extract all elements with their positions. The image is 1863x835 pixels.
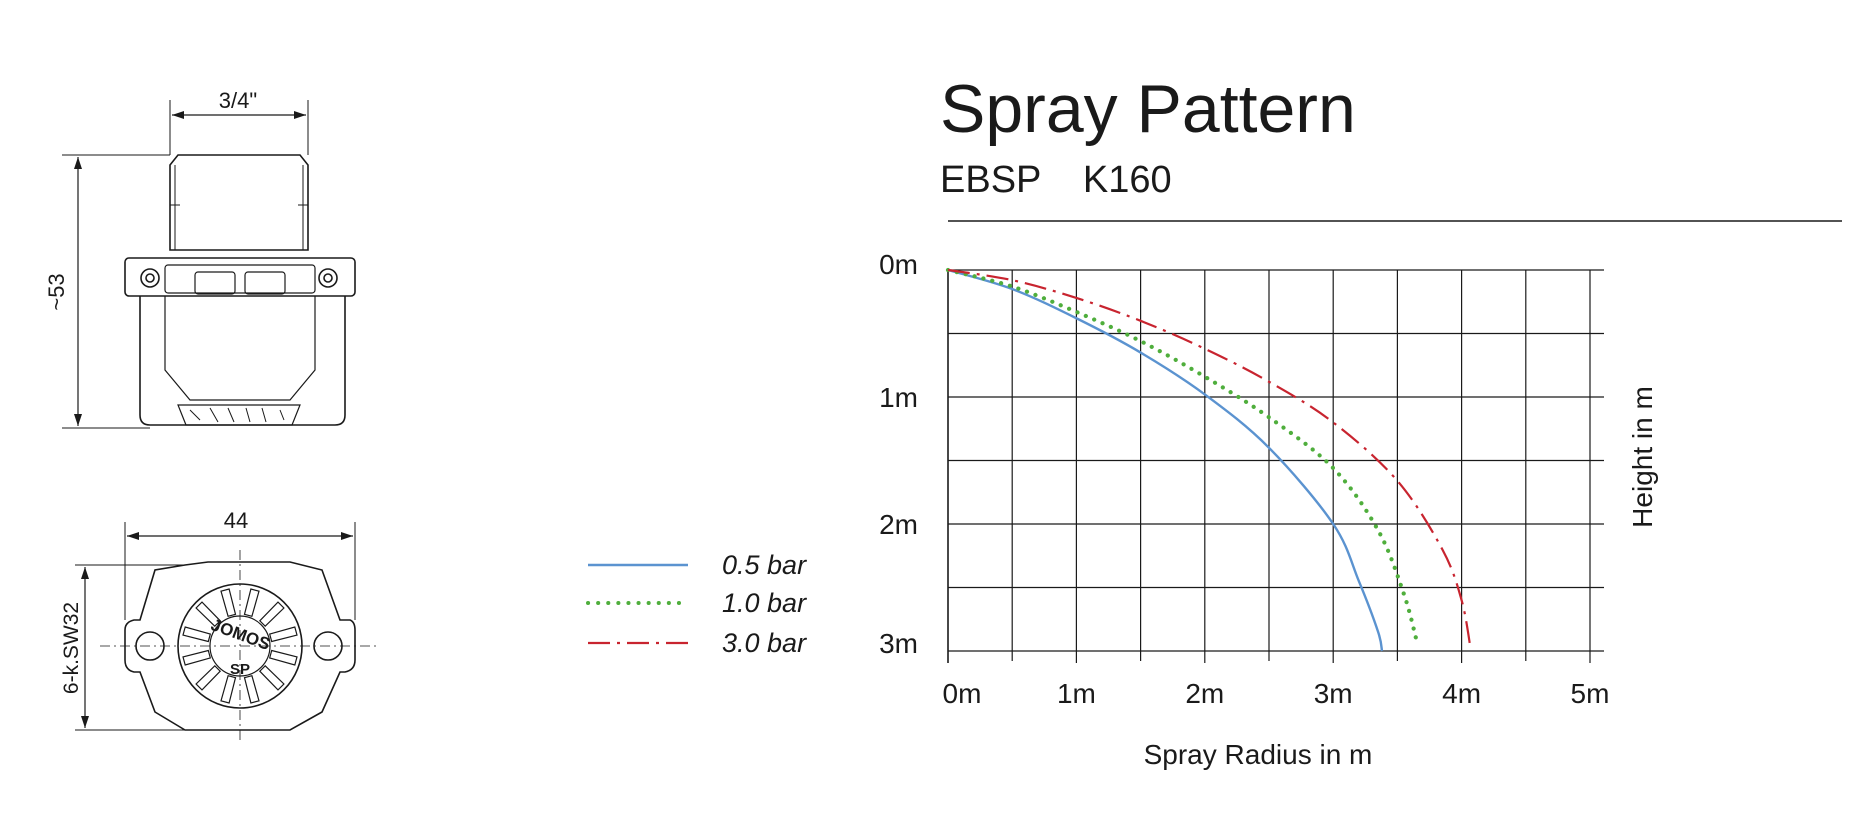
dimension-width-label: 44 bbox=[224, 508, 248, 533]
chart-series bbox=[945, 267, 1472, 652]
deflector-spoke bbox=[220, 588, 237, 618]
deflector-spoke bbox=[243, 588, 260, 618]
x-tick-label: 0m bbox=[943, 678, 982, 709]
y-tick-label: 2m bbox=[879, 509, 918, 540]
deflector-spoke bbox=[268, 649, 298, 666]
screw-hole-left bbox=[140, 268, 160, 288]
x-tick-label: 4m bbox=[1442, 678, 1481, 709]
chart-title: Spray Pattern bbox=[940, 71, 1356, 147]
dimension-thread-label: 3/4" bbox=[219, 88, 257, 113]
nozzle-side-view-drawing bbox=[62, 100, 356, 429]
legend-label-1-0-bar: 1.0 bar bbox=[722, 588, 807, 618]
series-line-3-0-bar bbox=[947, 268, 1472, 649]
screw-hole-right bbox=[318, 268, 338, 288]
nozzle-top-view-drawing bbox=[75, 522, 380, 742]
chart-tick-labels: 0m 1m 2m 3m 4m 5m 0m 1m 2m 3m bbox=[879, 249, 1609, 709]
logo-text: JOMOS bbox=[208, 615, 272, 654]
dimension-hex-label: 6-k.SW32 bbox=[60, 602, 83, 694]
deflector-spoke bbox=[220, 674, 237, 704]
deflector-spoke bbox=[258, 601, 285, 628]
x-tick-label: 2m bbox=[1185, 678, 1224, 709]
deflector bbox=[177, 404, 301, 426]
hex-body-outline bbox=[124, 561, 356, 731]
lower-housing bbox=[139, 296, 346, 426]
series-line-0-5-bar bbox=[947, 268, 1384, 652]
x-tick-label: 3m bbox=[1314, 678, 1353, 709]
logo-subtext: SP bbox=[230, 661, 250, 678]
dimension-height-label: ~53 bbox=[44, 273, 69, 310]
x-tick-label: 1m bbox=[1057, 678, 1096, 709]
x-tick-label: 5m bbox=[1571, 678, 1610, 709]
legend-label-3-0-bar: 3.0 bar bbox=[722, 628, 807, 658]
deflector-spoke bbox=[195, 664, 222, 691]
legend-label-0-5-bar: 0.5 bar bbox=[722, 550, 807, 580]
x-axis-label: Spray Radius in m bbox=[1144, 739, 1373, 770]
deflector-spoke bbox=[243, 674, 260, 704]
deflector-spoke bbox=[258, 664, 285, 691]
y-tick-label: 1m bbox=[879, 382, 918, 413]
deflector-spoke bbox=[268, 626, 298, 643]
thread-body bbox=[169, 154, 309, 251]
deflector-spoke bbox=[195, 601, 222, 628]
chart-subtitle: EBSP K160 bbox=[940, 159, 1172, 201]
y-axis-label: Height in m bbox=[1627, 386, 1658, 528]
deflector-spoke bbox=[182, 649, 212, 666]
deflector-spoke bbox=[182, 626, 212, 643]
y-tick-label: 0m bbox=[879, 249, 918, 280]
y-tick-label: 3m bbox=[879, 628, 918, 659]
legend: 0.5 bar 1.0 bar 3.0 bar bbox=[586, 550, 807, 658]
mounting-flange bbox=[124, 257, 356, 297]
chart-grid bbox=[947, 269, 1604, 663]
series-line-1-0-bar bbox=[945, 267, 1419, 643]
